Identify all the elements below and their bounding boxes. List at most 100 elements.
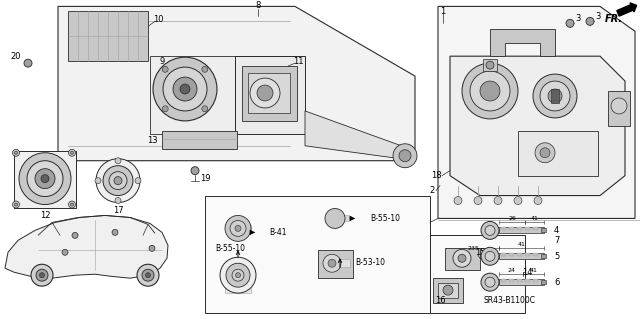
Bar [318, 250, 353, 278]
Circle shape [135, 178, 141, 184]
Text: 5: 5 [554, 252, 559, 261]
Circle shape [458, 254, 466, 262]
Text: 7: 7 [554, 236, 559, 245]
Circle shape [230, 220, 246, 236]
Bar [331, 215, 349, 221]
Text: B-41: B-41 [269, 228, 287, 237]
Circle shape [462, 63, 518, 119]
Bar [517, 227, 522, 230]
Circle shape [236, 273, 241, 278]
Text: 8: 8 [255, 1, 260, 10]
Text: 19: 19 [200, 174, 211, 183]
Text: 24: 24 [507, 268, 515, 273]
Circle shape [481, 273, 499, 291]
Circle shape [566, 19, 574, 27]
Circle shape [68, 149, 76, 156]
Text: 1: 1 [440, 7, 445, 16]
Bar [509, 227, 514, 230]
Circle shape [257, 85, 273, 101]
Circle shape [41, 174, 49, 182]
Circle shape [145, 273, 150, 278]
Circle shape [112, 229, 118, 235]
Text: 13: 13 [147, 136, 158, 145]
Bar [551, 89, 559, 103]
Bar [533, 279, 538, 282]
Circle shape [328, 259, 336, 267]
Polygon shape [450, 56, 625, 196]
Circle shape [15, 151, 17, 154]
Polygon shape [5, 215, 168, 278]
Text: 17: 17 [113, 206, 124, 215]
Text: 10: 10 [153, 15, 163, 24]
Circle shape [481, 221, 499, 239]
Circle shape [486, 61, 494, 69]
Text: 20: 20 [11, 52, 21, 61]
Circle shape [443, 285, 453, 295]
Bar [499, 227, 544, 234]
Text: 12: 12 [40, 211, 51, 220]
Circle shape [162, 106, 168, 112]
Text: 16: 16 [435, 296, 445, 305]
Circle shape [323, 254, 341, 272]
Circle shape [114, 177, 122, 185]
Circle shape [325, 209, 345, 228]
Bar [483, 59, 497, 71]
Circle shape [454, 197, 462, 204]
Circle shape [485, 226, 495, 235]
Bar [445, 248, 480, 270]
Circle shape [15, 203, 17, 206]
Bar [225, 287, 251, 293]
Circle shape [202, 106, 208, 112]
Circle shape [36, 269, 48, 281]
Circle shape [540, 148, 550, 158]
Bar [14, 151, 76, 209]
Bar [541, 280, 546, 284]
Bar [541, 254, 546, 258]
Bar [501, 253, 506, 256]
Text: 41: 41 [531, 216, 538, 221]
Bar [162, 131, 237, 149]
Bar [525, 253, 530, 256]
Circle shape [142, 269, 154, 281]
Bar [501, 279, 506, 282]
Bar [499, 279, 544, 285]
Polygon shape [305, 111, 415, 161]
Circle shape [180, 84, 190, 94]
Circle shape [31, 264, 53, 286]
Text: 41: 41 [529, 268, 538, 273]
Circle shape [103, 166, 133, 196]
Bar [438, 283, 458, 298]
Circle shape [514, 197, 522, 204]
Circle shape [13, 201, 19, 208]
Text: 235: 235 [467, 246, 479, 251]
Circle shape [153, 57, 217, 121]
Polygon shape [490, 29, 555, 56]
Circle shape [13, 149, 19, 156]
Text: B-55-10: B-55-10 [370, 214, 400, 223]
Circle shape [191, 167, 199, 174]
Text: B-55-10: B-55-10 [215, 244, 245, 253]
Circle shape [68, 201, 76, 208]
Text: SR43-B1100C: SR43-B1100C [484, 296, 536, 305]
Bar [541, 228, 546, 232]
Circle shape [70, 151, 74, 154]
Bar [525, 227, 530, 230]
Polygon shape [58, 6, 415, 161]
Circle shape [548, 89, 562, 103]
Bar [430, 235, 525, 313]
Bar [242, 66, 297, 121]
Text: 14: 14 [522, 268, 532, 277]
Text: B-53-10: B-53-10 [355, 258, 385, 267]
Text: FR.: FR. [605, 14, 623, 24]
Bar [509, 253, 514, 256]
Bar [205, 196, 430, 313]
Circle shape [96, 159, 140, 203]
Bar [233, 226, 251, 231]
Bar [248, 73, 290, 113]
Circle shape [250, 78, 280, 108]
Circle shape [115, 197, 121, 204]
Circle shape [225, 215, 251, 241]
Bar [533, 227, 538, 230]
Text: 15: 15 [475, 248, 485, 257]
Circle shape [109, 172, 127, 189]
